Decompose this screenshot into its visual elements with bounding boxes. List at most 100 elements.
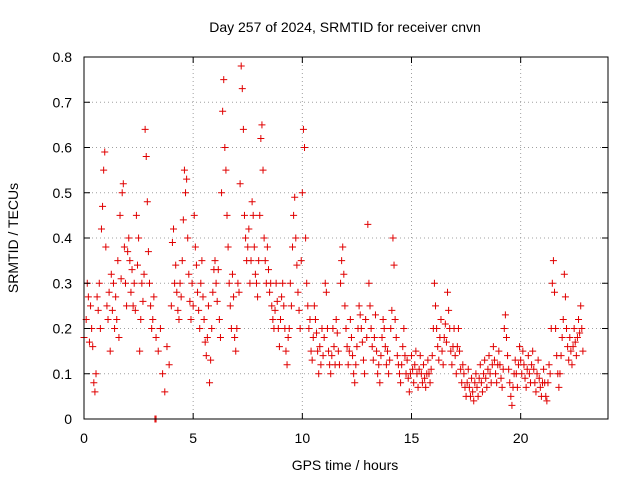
data-point xyxy=(199,293,207,301)
data-point xyxy=(268,302,276,310)
data-point xyxy=(197,279,205,287)
data-point xyxy=(136,347,144,355)
data-point xyxy=(183,175,191,183)
data-point xyxy=(297,257,305,265)
data-point xyxy=(182,189,190,197)
data-point xyxy=(238,85,246,93)
data-point xyxy=(178,257,186,265)
data-point xyxy=(389,234,397,242)
data-point xyxy=(102,243,110,251)
data-point xyxy=(259,166,267,174)
data-point xyxy=(277,315,284,323)
data-point xyxy=(224,243,232,251)
data-point xyxy=(406,370,414,378)
data-point xyxy=(411,361,419,369)
data-point xyxy=(440,334,448,342)
data-point xyxy=(316,343,324,351)
x-tick-label: 0 xyxy=(80,430,88,446)
data-point xyxy=(206,379,214,387)
data-point xyxy=(294,288,302,296)
data-point xyxy=(255,257,263,265)
data-point xyxy=(410,379,418,387)
data-point xyxy=(445,306,453,314)
data-point xyxy=(517,356,525,364)
data-point xyxy=(408,352,415,360)
data-point xyxy=(204,302,212,310)
data-point xyxy=(441,320,449,328)
data-point xyxy=(231,334,239,342)
data-point xyxy=(321,279,329,287)
data-point xyxy=(418,379,426,387)
data-point xyxy=(96,325,104,332)
y-axis-label: SRMTID / TECUs xyxy=(5,183,21,293)
data-point xyxy=(573,334,581,342)
data-point xyxy=(137,315,145,323)
data-point xyxy=(107,270,115,278)
data-point xyxy=(415,365,423,373)
data-point xyxy=(303,279,311,287)
data-point xyxy=(174,306,182,314)
data-point xyxy=(100,166,108,174)
data-point xyxy=(279,279,287,287)
data-point xyxy=(521,374,529,382)
data-point xyxy=(500,325,508,332)
data-point xyxy=(454,325,462,332)
data-point xyxy=(216,334,224,342)
data-point xyxy=(444,288,452,296)
data-point xyxy=(207,356,215,364)
data-point xyxy=(263,243,271,251)
data-point xyxy=(190,211,198,219)
data-point xyxy=(237,62,245,70)
data-point xyxy=(383,347,391,355)
data-point xyxy=(340,270,348,278)
data-point xyxy=(135,234,143,242)
data-point xyxy=(317,361,325,369)
data-point xyxy=(101,148,109,156)
data-point xyxy=(239,125,247,133)
data-point xyxy=(543,397,551,405)
data-point xyxy=(567,347,575,355)
data-point xyxy=(347,334,355,342)
data-point xyxy=(233,325,241,332)
data-point xyxy=(361,370,369,378)
data-point xyxy=(405,388,413,396)
data-point xyxy=(497,374,505,382)
data-point xyxy=(293,261,301,269)
data-point xyxy=(398,361,406,369)
data-point xyxy=(397,379,405,387)
data-point xyxy=(165,361,173,369)
data-point xyxy=(177,293,185,301)
data-point xyxy=(393,352,401,360)
data-point xyxy=(322,288,330,296)
data-point xyxy=(333,329,341,337)
data-point xyxy=(163,343,171,351)
data-point xyxy=(549,257,557,265)
data-point xyxy=(125,234,133,242)
data-point xyxy=(176,279,184,287)
data-point xyxy=(315,370,323,378)
data-point xyxy=(130,279,138,287)
y-tick-label: 0.2 xyxy=(53,321,73,337)
data-point xyxy=(186,297,194,305)
data-point xyxy=(180,166,188,174)
data-point xyxy=(260,234,268,242)
data-point xyxy=(465,383,473,391)
data-point xyxy=(93,293,101,301)
y-tick-label: 0.8 xyxy=(53,49,73,65)
data-point xyxy=(292,234,300,242)
data-point xyxy=(345,347,353,355)
data-point xyxy=(111,325,119,332)
data-point xyxy=(464,365,472,373)
data-point xyxy=(422,383,430,391)
data-point xyxy=(470,397,478,405)
data-point xyxy=(571,338,579,346)
data-point xyxy=(496,361,504,369)
data-point xyxy=(380,325,388,332)
data-point xyxy=(368,343,376,351)
data-point xyxy=(138,279,146,287)
data-point xyxy=(250,243,258,251)
data-point xyxy=(275,343,283,351)
data-point xyxy=(92,370,100,378)
data-point xyxy=(518,370,526,378)
